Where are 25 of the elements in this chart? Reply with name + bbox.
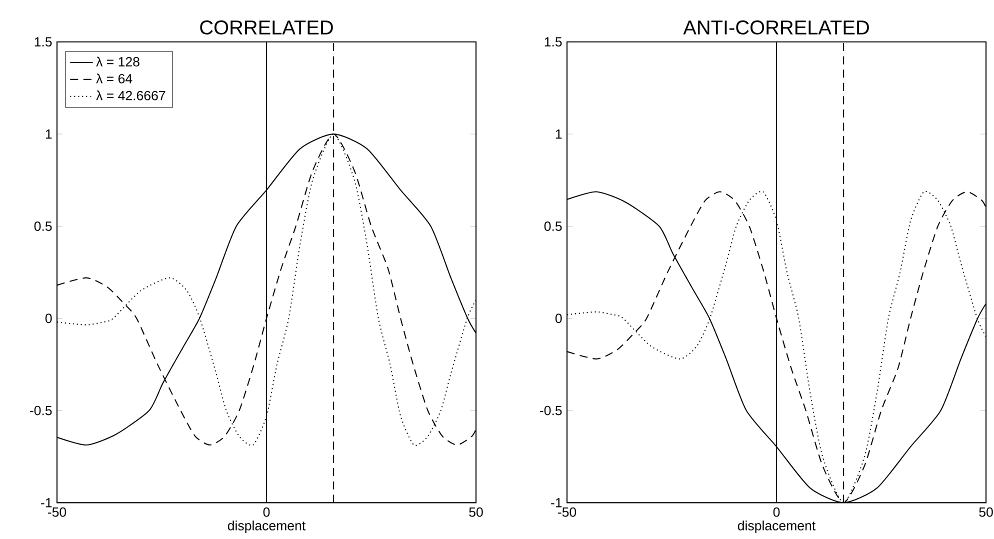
x-tick-label: 0 xyxy=(773,507,780,517)
x-tick-label: 0 xyxy=(263,507,270,517)
y-tick-label: 1 xyxy=(556,129,562,139)
y-tick-label: -1 xyxy=(41,498,52,508)
y-tick-label: 0.5 xyxy=(34,222,52,231)
legend-label: λ = 128 xyxy=(96,56,140,66)
legend-label: λ = 64 xyxy=(96,74,132,84)
y-tick-label: 1.5 xyxy=(34,37,52,47)
y-tick-label: -1 xyxy=(551,498,562,508)
y-tick-label: 1.5 xyxy=(544,37,562,47)
y-tick-label: 0 xyxy=(555,314,562,324)
x-tick-label: 50 xyxy=(469,507,483,517)
chart-title: CORRELATED xyxy=(200,20,333,35)
y-tick-label: 0 xyxy=(45,314,52,324)
chart-title: ANTI-CORRELATED xyxy=(683,20,869,35)
legend-label: λ = 42.6667 xyxy=(96,90,166,100)
x-axis-title: displacement xyxy=(738,520,816,533)
y-tick-label: -0.5 xyxy=(540,406,562,416)
x-tick-label: -50 xyxy=(558,507,576,517)
y-tick-label: 0.5 xyxy=(544,222,562,231)
x-tick-label: -50 xyxy=(48,507,66,517)
y-tick-label: 1 xyxy=(46,129,52,139)
x-tick-label: 50 xyxy=(979,507,993,517)
x-axis-title: displacement xyxy=(228,520,306,533)
y-tick-label: -0.5 xyxy=(30,406,52,416)
